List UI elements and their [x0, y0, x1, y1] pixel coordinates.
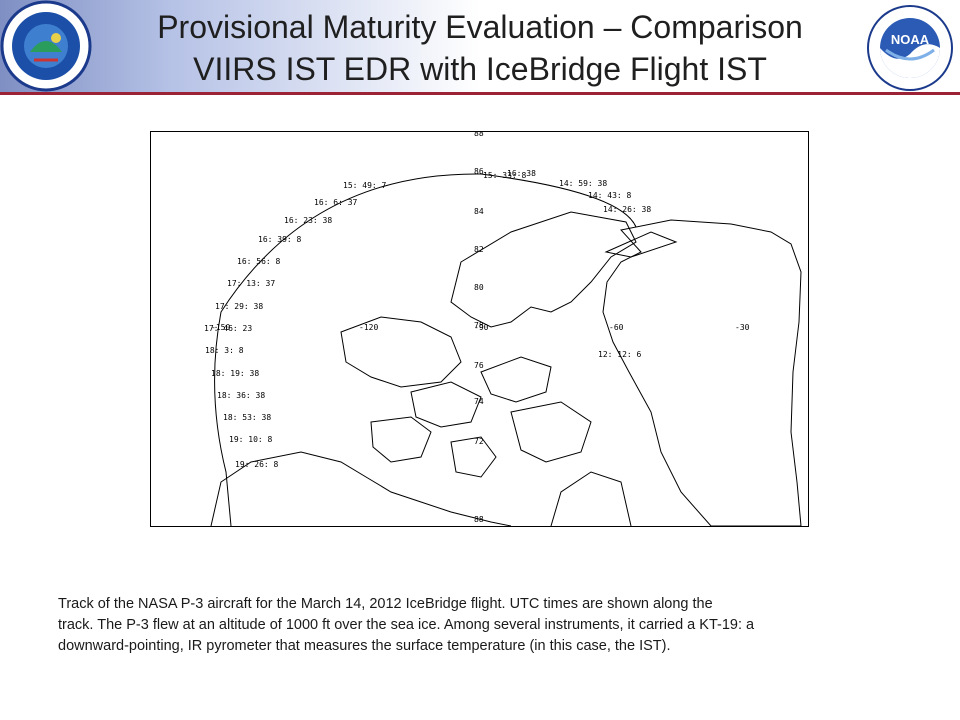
noaa-logo: NOAA	[866, 4, 954, 92]
time-label: 16: 56: 8	[237, 257, 281, 266]
lon-label: -90	[474, 323, 489, 332]
lat-label: 86	[474, 167, 484, 176]
slide-header	[0, 0, 960, 93]
time-label: 17: 13: 37	[227, 279, 275, 288]
mainland-coastline	[210, 451, 512, 526]
time-label: 12: 12: 6	[598, 350, 642, 359]
ellesmere-island	[450, 211, 637, 328]
track-time-labels: 15: 33: 8 16: 38 14: 59: 38 14: 43: 8 14…	[204, 169, 651, 469]
time-label: 18: 53: 38	[223, 413, 271, 422]
noaa-wordmark: NOAA	[891, 32, 930, 47]
seal-icon	[0, 0, 92, 92]
graticule-labels: 88 86 84 82 80 78 76 74 72 88 -150 -120 …	[211, 132, 750, 524]
lon-label: -120	[359, 323, 378, 332]
lon-label: -60	[609, 323, 624, 332]
time-label: 17: 46: 23	[204, 324, 252, 333]
time-label: 14: 59: 38	[559, 179, 607, 188]
time-label: 17: 29: 38	[215, 302, 263, 311]
header-divider	[0, 92, 960, 95]
noaa-icon: NOAA	[867, 5, 953, 91]
slide-title: Provisional Maturity Evaluation – Compar…	[0, 6, 960, 90]
greenland-coastline	[602, 219, 802, 526]
lat-label: 74	[474, 397, 484, 406]
time-label: 16: 39: 8	[258, 235, 302, 244]
lat-label: 88	[474, 515, 484, 524]
time-label: 16: 6: 37	[314, 198, 358, 207]
caption-line-2: track. The P-3 flew at an altitude of 10…	[58, 617, 755, 633]
time-label: 18: 3: 8	[205, 346, 244, 355]
title-line-1: Provisional Maturity Evaluation – Compar…	[157, 9, 803, 45]
time-label: 18: 19: 38	[211, 369, 259, 378]
lat-label: 78	[474, 321, 484, 330]
map-svg: 15: 33: 8 16: 38 14: 59: 38 14: 43: 8 14…	[204, 132, 802, 526]
caption-line-3: downward-pointing, IR pyrometer that mea…	[58, 638, 671, 654]
lat-label: 72	[474, 437, 484, 446]
lat-label: 80	[474, 283, 484, 292]
time-label: 19: 10: 8	[229, 435, 273, 444]
time-label: 14: 26: 38	[603, 205, 651, 214]
lat-label: 88	[474, 132, 484, 138]
lon-label: -30	[735, 323, 750, 332]
time-label: 19: 26: 8	[235, 460, 279, 469]
lat-label: 82	[474, 245, 484, 254]
lat-label: 84	[474, 207, 484, 216]
title-line-2: VIIRS IST EDR with IceBridge Flight IST	[193, 51, 767, 87]
figure-caption: Track of the NASA P-3 aircraft for the M…	[58, 594, 908, 657]
time-label: 15: 49: 7	[343, 181, 387, 190]
time-label: 16: 38	[507, 169, 536, 178]
noaa-nesdis-star-logo	[0, 0, 92, 92]
flight-track	[214, 173, 637, 526]
time-label: 16: 23: 38	[284, 216, 332, 225]
lat-label: 76	[474, 361, 484, 370]
lon-label: -150	[211, 323, 230, 332]
caption-line-1: Track of the NASA P-3 aircraft for the M…	[58, 596, 713, 612]
time-label: 15: 33: 8	[483, 171, 527, 180]
time-label: 18: 36: 38	[217, 391, 265, 400]
flight-track-map: 15: 33: 8 16: 38 14: 59: 38 14: 43: 8 14…	[150, 131, 809, 527]
time-label: 14: 43: 8	[588, 191, 632, 200]
